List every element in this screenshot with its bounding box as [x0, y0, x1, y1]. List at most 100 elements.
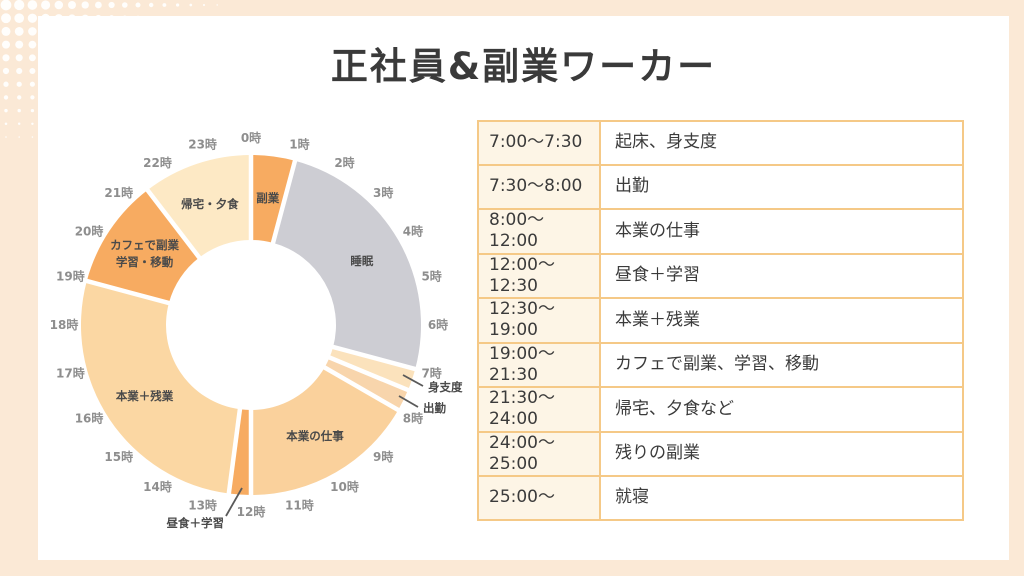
activity-cell: 昼食＋学習 [599, 252, 964, 299]
halftone-dot [189, 3, 193, 7]
hour-label: 16時 [75, 411, 104, 426]
halftone-dot [68, 1, 76, 9]
schedule-table-row: 7:30〜8:00 出勤 [477, 164, 964, 210]
activity-cell: カフェで副業、学習、移動 [599, 341, 964, 388]
hour-label: 11時 [285, 498, 314, 513]
donut-segment [329, 347, 416, 391]
halftone-dot [3, 81, 9, 87]
halftone-dot [27, 13, 38, 23]
halftone-dot [135, 2, 141, 8]
callout-label: 出勤 [423, 401, 446, 415]
halftone-dot [122, 2, 128, 8]
hour-label: 22時 [143, 155, 172, 170]
halftone-dot [14, 0, 25, 11]
halftone-dot [3, 95, 9, 100]
segment-gap [318, 362, 404, 415]
halftone-dot [81, 1, 89, 9]
callout-line [398, 395, 419, 408]
hour-label: 17時 [56, 365, 85, 380]
hour-label: 13時 [188, 498, 217, 513]
activity-cell: 起床、身支度 [599, 120, 964, 166]
hour-label: 7時 [421, 365, 441, 380]
halftone-dot [28, 40, 37, 49]
halftone-dot [1, 13, 11, 24]
halftone-dot [1, 40, 11, 49]
segment-gap [225, 403, 243, 499]
halftone-dot [4, 122, 8, 126]
schedule-table: 7:00〜7:30 起床、身支度 7:30〜8:00 出勤 8:00〜12:00… [477, 120, 964, 521]
hour-label: 8時 [403, 411, 423, 426]
halftone-dot [202, 3, 206, 7]
donut-segment [228, 409, 251, 495]
callout-line [225, 487, 243, 517]
donut-segment [147, 155, 251, 258]
hour-label: 2時 [334, 155, 354, 170]
segment-gap [142, 184, 205, 264]
hour-label: 23時 [188, 136, 217, 151]
halftone-dot [108, 1, 115, 9]
time-range-cell: 12:30〜19:00 [477, 297, 601, 344]
segment-gap [269, 155, 299, 250]
activity-cell: 本業の仕事 [599, 208, 964, 255]
hour-label: 1時 [289, 136, 309, 151]
time-range-cell: 21:30〜24:00 [477, 386, 601, 433]
halftone-dot [27, 0, 38, 10]
hour-label: 12時 [237, 504, 266, 519]
segment-label: 帰宅・夕食 [181, 197, 239, 211]
schedule-table-row: 19:00〜21:30 カフェで副業、学習、移動 [477, 341, 964, 388]
hour-label: 3時 [373, 185, 393, 200]
activity-cell: 出勤 [599, 164, 964, 210]
callout-label: 昼食＋学習 [166, 516, 225, 530]
time-range-cell: 19:00〜21:30 [477, 341, 601, 388]
halftone-dot [95, 1, 102, 9]
segment-gap [323, 353, 414, 395]
hour-label: 15時 [104, 449, 133, 464]
halftone-dot [0, 0, 12, 11]
segment-label: 副業 [256, 191, 279, 205]
halftone-dot [15, 40, 24, 49]
time-range-cell: 24:00〜25:00 [477, 430, 601, 477]
halftone-dot [31, 136, 34, 138]
halftone-dot [2, 67, 10, 75]
halftone-dot [29, 67, 36, 75]
halftone-dot [18, 136, 20, 138]
hour-label: 0時 [241, 130, 261, 145]
hour-label: 14時 [143, 479, 172, 494]
schedule-table-row: 8:00〜12:00 本業の仕事 [477, 208, 964, 255]
page-title: 正社員&副業ワーカー [330, 45, 717, 88]
time-range-cell: 8:00〜12:00 [477, 208, 601, 255]
halftone-dot [2, 54, 10, 62]
segment-label: 本業の仕事 [286, 429, 344, 443]
segment-label: 睡眠 [350, 254, 373, 268]
halftone-dot [17, 108, 21, 113]
time-range-cell: 7:00〜7:30 [477, 120, 601, 166]
halftone-dot [5, 136, 7, 138]
halftone-dot [29, 81, 35, 87]
time-range-cell: 7:30〜8:00 [477, 164, 601, 210]
donut-segment [80, 281, 240, 494]
time-range-cell: 12:00〜12:30 [477, 252, 601, 299]
schedule-table-row: 21:30〜24:00 帰宅、夕食など [477, 386, 964, 433]
hour-label: 4時 [403, 224, 423, 239]
callout-label: 身支度 [428, 380, 463, 394]
halftone-dot [216, 4, 218, 6]
halftone-dot [175, 3, 180, 7]
hour-label: 18時 [50, 317, 79, 332]
activity-cell: 本業＋残業 [599, 297, 964, 344]
halftone-dot [14, 13, 25, 24]
halftone-dot [4, 108, 8, 113]
hour-label: 19時 [56, 269, 85, 284]
schedule-table-row: 24:00〜25:00 残りの副業 [477, 430, 964, 477]
halftone-dot [1, 26, 11, 36]
halftone-dot [54, 0, 64, 10]
segment-label: カフェで副業学習・移動 [110, 238, 179, 269]
halftone-dot [28, 54, 36, 62]
hour-label: 6時 [428, 317, 448, 332]
hour-label: 5時 [421, 269, 441, 284]
segment-gap [326, 343, 421, 373]
halftone-dot [162, 3, 167, 7]
schedule-table-row: 7:00〜7:30 起床、身支度 [477, 120, 964, 166]
hour-label: 21時 [104, 185, 133, 200]
halftone-dot [16, 67, 23, 75]
